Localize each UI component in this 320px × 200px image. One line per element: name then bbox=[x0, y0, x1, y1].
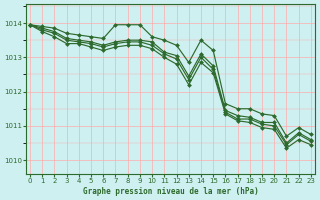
X-axis label: Graphe pression niveau de la mer (hPa): Graphe pression niveau de la mer (hPa) bbox=[83, 187, 258, 196]
